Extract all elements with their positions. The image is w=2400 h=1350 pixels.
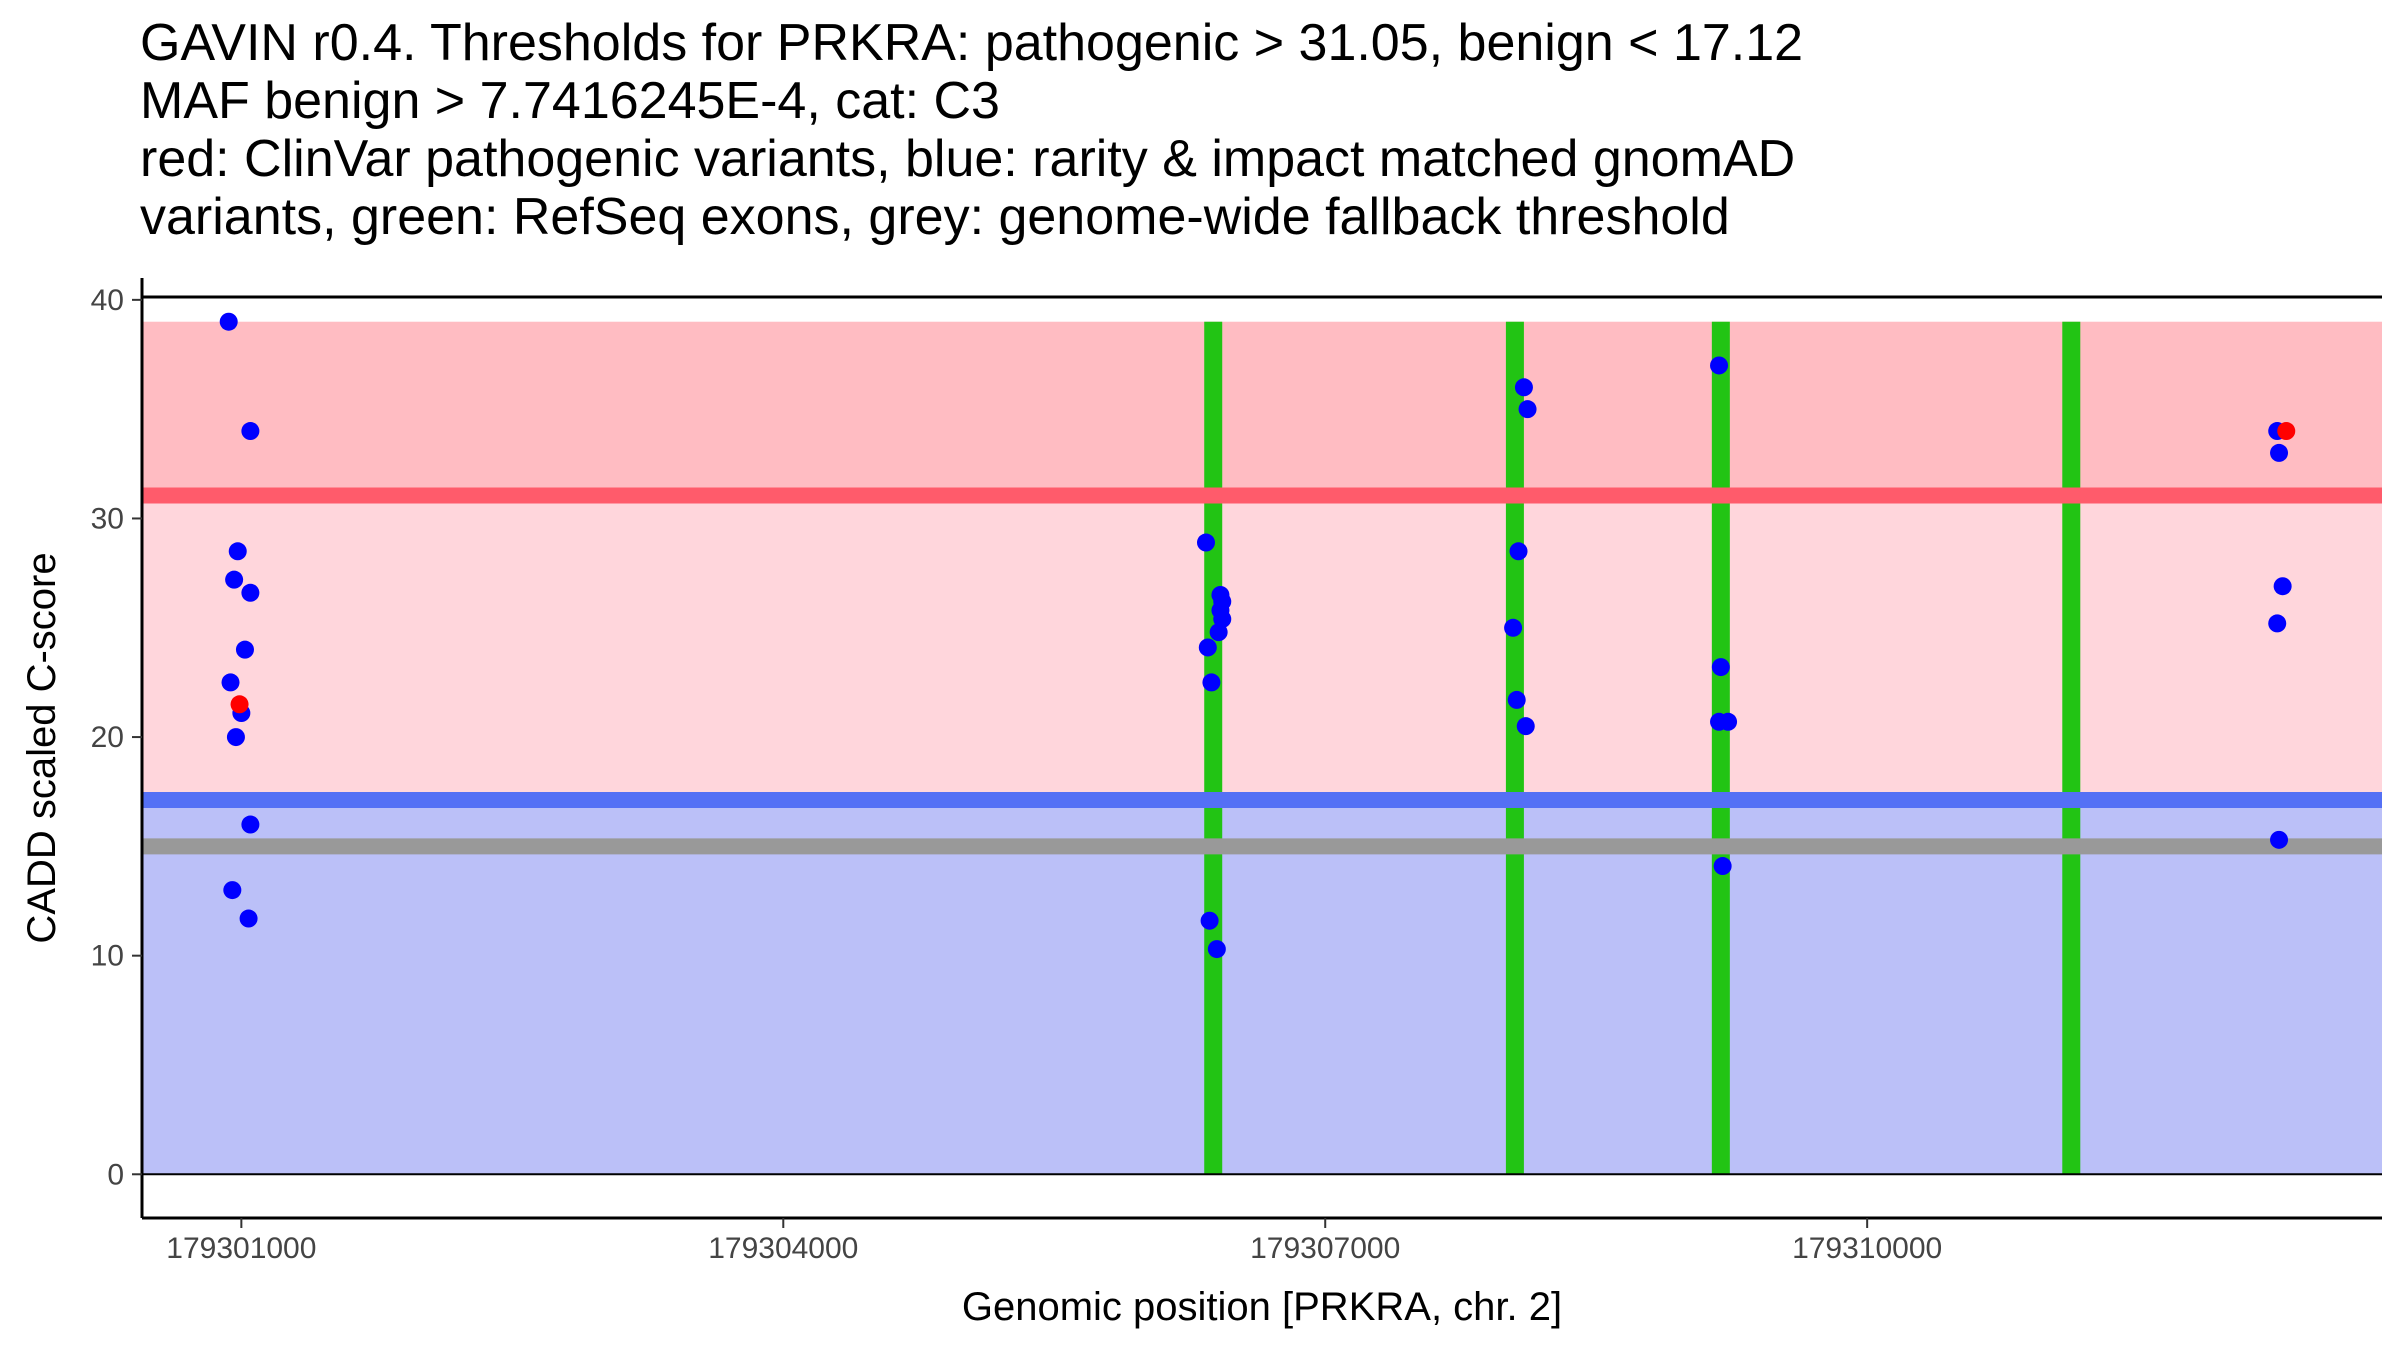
x-tick-label: 179310000 [1792,1232,1942,1265]
gnomad-point [241,422,260,441]
gnomad-point [1516,717,1535,736]
gnomad-point [241,815,260,834]
y-tick-label: 30 [91,502,124,535]
gnomad-point [239,909,258,928]
exon-bar [2062,321,2081,1175]
clinvar-point [230,695,249,714]
clinvar-point [2277,422,2296,441]
gnomad-point [228,542,247,561]
gnomad-point [1509,542,1528,561]
gnomad-point [1514,378,1533,397]
x-axis-title: Genomic position [PRKRA, chr. 2] [962,1285,1562,1329]
x-tick-label: 179307000 [1250,1232,1400,1265]
gnomad-point [1713,857,1732,876]
exon-bar [1204,321,1223,1175]
benign-band [142,800,2382,1175]
gnomad-point [221,673,240,692]
gnomad-point [1710,356,1729,375]
x-tick-label: 179301000 [166,1232,316,1265]
gnomad-point [1504,618,1523,637]
pathogenic-band [142,321,2382,496]
title-line-3: red: ClinVar pathogenic variants, blue: … [140,130,1796,188]
title-line-4: variants, green: RefSeq exons, grey: gen… [140,188,1730,246]
gnomad-point [2273,577,2292,596]
gnomad-point [226,728,245,747]
gnomad-point [1202,673,1221,692]
gnomad-point [241,583,260,602]
gnomad-point [1209,623,1228,642]
gnomad-point [1719,712,1738,731]
gnomad-point [2270,830,2289,849]
exon-bar [1711,321,1730,1175]
exon-bar [1505,321,1524,1175]
uncertain-band [142,495,2382,801]
gnomad-point [1198,638,1217,657]
gnomad-point [1518,400,1537,419]
gnomad-point [2270,443,2289,462]
gnomad-point [219,312,238,331]
y-tick-label: 20 [91,721,124,754]
title-line-2: MAF benign > 7.7416245E-4, cat: C3 [140,72,1000,130]
y-axis-title: CADD scaled C-score [20,552,64,943]
gnomad-point [223,881,242,900]
gnomad-point [1197,533,1215,552]
y-tick-label: 40 [91,284,124,317]
y-tick-label: 0 [107,1158,124,1191]
gnomad-point [2268,614,2287,633]
gnomad-point [1200,911,1219,930]
title-line-1: GAVIN r0.4. Thresholds for PRKRA: pathog… [140,14,1804,72]
gnomad-point [235,640,254,659]
gnomad-point [1711,658,1730,677]
chart-title: GAVIN r0.4. Thresholds for PRKRA: pathog… [140,14,1803,246]
x-tick-label: 179304000 [708,1232,858,1265]
gnomad-point [1507,690,1526,709]
gnomad-point [1207,940,1226,959]
gnomad-point [225,570,244,589]
y-tick-label: 10 [91,940,124,973]
